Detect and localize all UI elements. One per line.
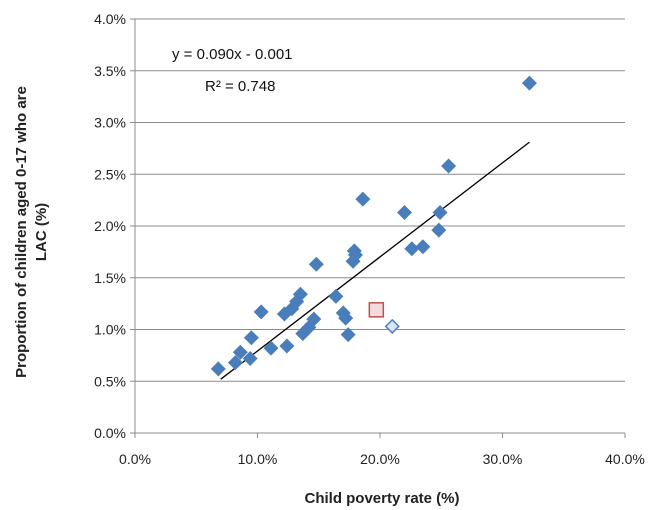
data-point: [232, 344, 248, 360]
data-point: [243, 330, 259, 346]
data-point: [292, 286, 308, 302]
y-axis-title-line-1: Proportion of children aged 0-17 who are: [13, 86, 30, 378]
x-tick-label: 10.0%: [238, 451, 278, 467]
y-tick-label: 2.0%: [94, 218, 126, 234]
data-point: [338, 310, 354, 326]
data-point: [415, 239, 431, 255]
data-point: [355, 191, 371, 207]
x-tick-label: 20.0%: [360, 451, 400, 467]
y-tick-label: 3.0%: [94, 115, 126, 131]
data-point: [431, 222, 447, 238]
x-axis-title: Child poverty rate (%): [304, 490, 459, 507]
trendline: [220, 141, 530, 380]
data-point: [263, 340, 279, 356]
trendline-equation: y = 0.090x - 0.001: [172, 46, 293, 63]
highlight-square-point: [368, 302, 385, 318]
data-point: [397, 205, 412, 221]
data-point: [210, 361, 226, 377]
gridlines: [135, 18, 625, 382]
data-point: [432, 205, 448, 221]
x-tick-label: 40.0%: [605, 451, 645, 467]
data-points: [210, 75, 537, 377]
x-tick-labels: 0.0% 10.0% 20.0% 30.0% 40.0%: [119, 451, 645, 467]
highlight-diamond-point: [384, 318, 400, 334]
data-point: [441, 158, 457, 174]
trendline-group: [220, 141, 530, 380]
data-point: [521, 75, 537, 91]
data-point: [308, 256, 324, 272]
y-tick-label: 0.0%: [94, 425, 126, 441]
y-axis-title: Proportion of children aged 0-17 who are…: [13, 86, 50, 378]
y-tick-label: 2.5%: [94, 166, 126, 182]
y-tick-label: 0.5%: [94, 373, 126, 389]
y-tick-label: 1.0%: [94, 322, 126, 338]
r-squared-label: R² = 0.748: [205, 78, 275, 95]
y-tick-label: 3.5%: [94, 63, 126, 79]
data-point: [227, 355, 243, 371]
y-axis-title-line-2: LAC (%): [33, 203, 50, 261]
y-tick-label: 4.0%: [94, 11, 126, 27]
y-tick-labels: 0.0% 0.5% 1.0% 1.5% 2.0% 2.5% 3.0% 3.5% 4.0%: [94, 11, 126, 441]
y-tick-label: 1.5%: [94, 270, 126, 286]
data-point: [306, 311, 322, 327]
data-point: [242, 350, 258, 366]
data-point: [328, 288, 344, 304]
data-point: [253, 304, 269, 320]
data-point: [279, 338, 295, 354]
axes: [130, 18, 626, 438]
data-point: [340, 327, 356, 343]
x-tick-label: 30.0%: [483, 451, 523, 467]
data-point: [404, 241, 420, 257]
x-tick-label: 0.0%: [119, 451, 151, 467]
data-point: [348, 247, 363, 263]
